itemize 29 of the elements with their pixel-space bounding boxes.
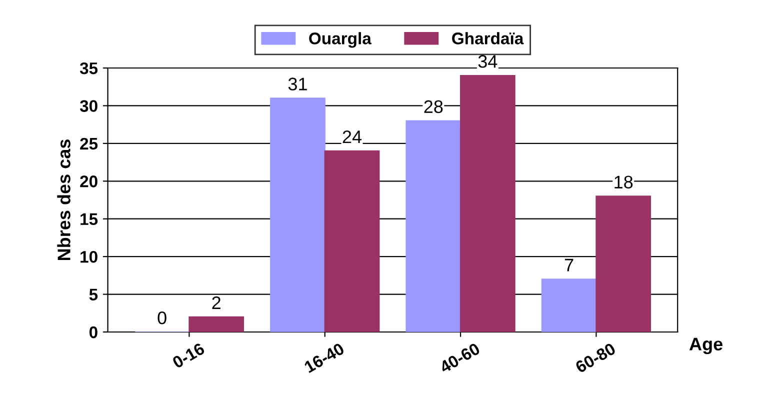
bar — [541, 278, 597, 332]
bar — [270, 98, 326, 332]
bar — [596, 196, 652, 332]
y-tick-label: 20 — [80, 176, 98, 188]
data-label: 7 — [564, 258, 574, 272]
data-label: 24 — [342, 130, 362, 144]
bar — [406, 120, 462, 332]
bar — [324, 150, 380, 332]
data-label: 34 — [478, 55, 498, 68]
y-tick-label: 5 — [89, 288, 98, 300]
data-label: 31 — [288, 78, 307, 90]
x-tick-label: 0-16 — [172, 342, 206, 369]
y-tick-label: 15 — [80, 213, 98, 226]
data-label: 2 — [212, 296, 220, 309]
data-label: 18 — [614, 176, 633, 188]
y-tick-label: 25 — [80, 138, 98, 150]
data-label: 0 — [158, 311, 166, 324]
bar — [460, 74, 516, 332]
y-tick-label: 30 — [80, 100, 98, 112]
y-tick-label: 10 — [80, 250, 98, 263]
data-label: 28 — [424, 100, 443, 114]
x-tick-label: 40-60 — [438, 342, 481, 374]
x-axis-title: Age — [689, 338, 722, 354]
legend-label: Ghardaïa — [452, 32, 524, 44]
legend-label: Ouargla — [309, 32, 372, 48]
y-tick-label: 35 — [80, 62, 98, 74]
y-tick-label: 0 — [89, 326, 98, 338]
bar — [188, 316, 244, 332]
y-axis-title: Nbres des cas — [57, 140, 70, 260]
